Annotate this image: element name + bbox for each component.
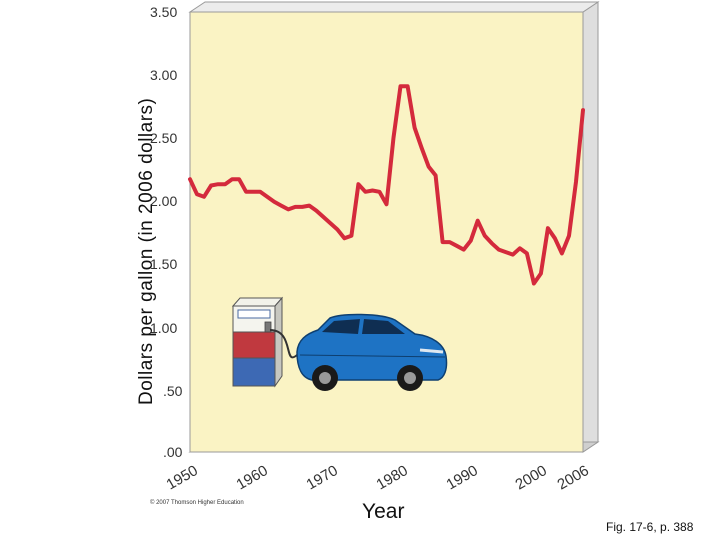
- x-tick-label: 2006: [555, 462, 592, 493]
- figure-reference: Fig. 17-6, p. 388: [606, 520, 694, 534]
- y-tick-label: 2.00: [150, 193, 177, 209]
- x-tick-label: 2000: [513, 462, 550, 493]
- gas-pump-icon: [231, 296, 301, 388]
- y-tick-label: 1.00: [150, 320, 177, 336]
- y-axis-label: Dollars per gallon (in 2006 dollars): [136, 98, 157, 405]
- y-tick-label: 1.50: [150, 256, 177, 272]
- y-tick-label: .50: [163, 383, 183, 399]
- plot-box-top: [188, 1, 600, 13]
- copyright-notice: © 2007 Thomson Higher Education: [150, 500, 244, 506]
- y-tick-label: 3.00: [150, 67, 177, 83]
- y-axis-ticks: 3.50 3.00 2.50 2.00 1.50 1.00 .50 .00: [150, 4, 183, 460]
- x-tick-label: 1970: [304, 462, 341, 493]
- x-tick-label: 1960: [234, 462, 271, 493]
- car-icon: [296, 313, 448, 391]
- plot-box-side: [582, 1, 599, 453]
- x-axis-ticks: 1950 1960 1970 1980 1990 2000 2006: [164, 462, 592, 493]
- y-tick-label: .00: [163, 444, 183, 460]
- x-tick-label: 1950: [164, 462, 201, 493]
- x-tick-label: 1990: [444, 462, 481, 493]
- y-tick-label: 3.50: [150, 4, 177, 20]
- x-axis-label: Year: [362, 500, 405, 523]
- y-tick-label: 2.50: [150, 130, 177, 146]
- x-tick-label: 1980: [374, 462, 411, 493]
- data-series-line: [188, 84, 585, 286]
